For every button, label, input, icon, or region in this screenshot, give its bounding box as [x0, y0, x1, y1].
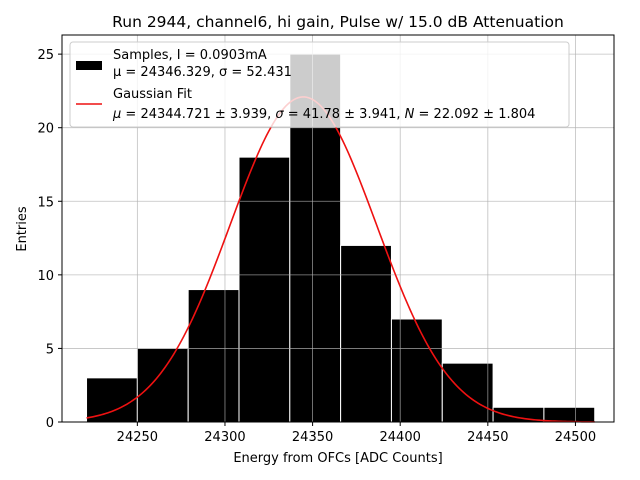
legend-fit-n-value: = 22.092 ± 1.804 — [414, 107, 535, 122]
histogram-bar — [136, 347, 189, 423]
y-tick-label: 10 — [37, 269, 54, 284]
legend-histogram-name: Samples, I = 0.0903mA — [113, 48, 267, 63]
legend-fit-sigma-value: = 41.78 ± 3.941, — [284, 107, 405, 122]
legend-fit-stats: μ = 24344.721 ± 3.939, σ = 41.78 ± 3.941… — [112, 107, 535, 122]
legend-fit-mu-symbol: μ — [112, 107, 121, 122]
legend-fit-sigma-symbol: σ — [275, 107, 284, 122]
x-axis-label: Energy from OFCs [ADC Counts] — [233, 451, 442, 466]
y-axis-label: Entries — [15, 206, 30, 252]
gaussian-fit-curve — [86, 96, 595, 423]
histogram-bar — [441, 362, 494, 423]
histogram-bar — [238, 156, 291, 423]
y-tick-label: 0 — [46, 416, 54, 431]
x-tick-label: 24300 — [204, 430, 245, 445]
legend-fit-name: Gaussian Fit — [113, 87, 192, 102]
x-tick-label: 24350 — [292, 430, 333, 445]
legend-fit-n-symbol: N — [405, 107, 415, 122]
legend-fit-mu-value: = 24344.721 ± 3.939, — [121, 107, 275, 122]
x-tick-label: 24450 — [467, 430, 508, 445]
legend-frame — [69, 41, 570, 128]
legend: Samples, I = 0.0903mA μ = 24346.329, σ =… — [69, 41, 570, 128]
histogram-bar — [390, 318, 443, 423]
y-tick-label: 5 — [46, 342, 54, 357]
legend-histogram-stats: μ = 24346.329, σ = 52.431 — [113, 65, 292, 80]
histogram-bar — [543, 406, 596, 423]
y-tick-label: 25 — [37, 48, 54, 63]
y-tick-label: 15 — [37, 195, 54, 210]
chart-title: Run 2944, channel6, hi gain, Pulse w/ 15… — [112, 13, 564, 31]
histogram-bar — [187, 289, 240, 423]
legend-histogram-swatch — [76, 61, 102, 70]
plot-area: 24250 24300 24350 24400 24450 24500 0 5 10 15 20 25 — [37, 34, 615, 445]
histogram-bar — [86, 377, 138, 423]
x-tick-label: 24400 — [380, 430, 421, 445]
y-tick-label: 20 — [37, 122, 54, 137]
axes-frame — [61, 34, 615, 423]
x-tick-label: 24500 — [555, 430, 596, 445]
histogram-bar — [340, 244, 392, 423]
x-tick-label: 24250 — [117, 430, 158, 445]
